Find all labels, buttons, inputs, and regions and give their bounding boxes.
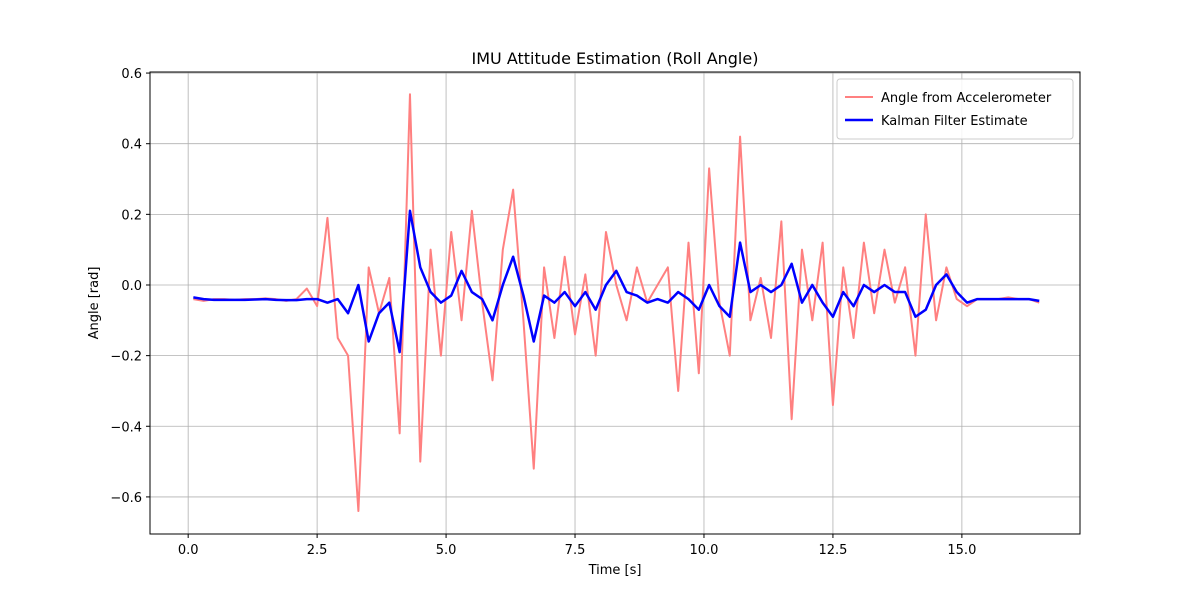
series-line <box>193 209 1040 354</box>
y-tick-label: 0.2 <box>121 208 142 223</box>
series-line <box>193 93 1040 513</box>
x-axis-label: Time [s] <box>588 563 642 578</box>
x-tick-label: 5.0 <box>436 543 457 558</box>
y-tick-label: 0.4 <box>121 138 142 153</box>
x-tick-label: 15.0 <box>947 543 976 558</box>
y-tick-label: −0.6 <box>110 491 142 506</box>
y-tick-label: −0.2 <box>110 350 142 365</box>
y-axis-label: Angle [rad] <box>87 267 102 340</box>
x-tick-label: 10.0 <box>690 543 719 558</box>
legend-label: Angle from Accelerometer <box>881 91 1052 106</box>
legend-label: Kalman Filter Estimate <box>881 114 1028 129</box>
plot-frame <box>149 71 1081 535</box>
chart-title: IMU Attitude Estimation (Roll Angle) <box>472 49 759 68</box>
legend-box <box>836 78 1074 140</box>
x-tick-label: 7.5 <box>565 543 586 558</box>
y-tick-label: 0.6 <box>121 67 142 82</box>
x-tick-label: 2.5 <box>307 543 328 558</box>
y-tick-label: −0.4 <box>110 420 142 435</box>
x-tick-label: 12.5 <box>818 543 847 558</box>
x-tick-label: 0.0 <box>178 543 199 558</box>
legend: Angle from Accelerometer Kalman Filter Es… <box>836 78 1074 140</box>
y-tick-label: 0.0 <box>121 279 142 294</box>
